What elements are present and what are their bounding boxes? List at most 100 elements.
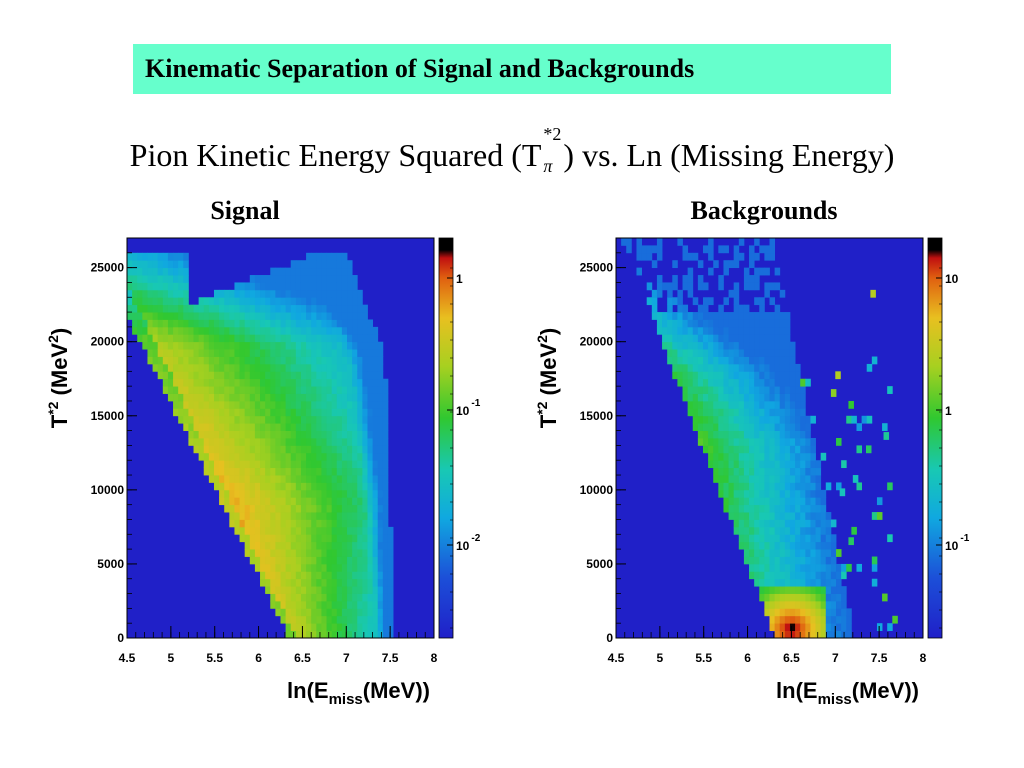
heatmap-cell [285, 319, 292, 328]
heatmap-cell [352, 312, 358, 320]
heatmap-cell [326, 452, 333, 461]
heatmap-cell [810, 445, 816, 454]
heatmap-cell [774, 475, 781, 483]
heatmap-cell [749, 460, 755, 469]
heatmap-cell [789, 356, 796, 365]
heatmap-cell [377, 349, 384, 357]
heatmap-cell [820, 608, 827, 617]
heatmap-cell [275, 408, 281, 417]
heatmap-cell [805, 519, 811, 528]
heatmap-cell [723, 467, 729, 476]
heatmap-cell [754, 400, 760, 409]
heatmap-cell [311, 556, 317, 565]
heatmap-cell [260, 408, 266, 417]
heatmap-cell [280, 289, 287, 298]
heatmap-cell [260, 393, 266, 402]
heatmap-cell [759, 467, 765, 476]
heatmap-cell [336, 393, 343, 402]
heatmap-cell [336, 415, 343, 424]
heatmap-cell [219, 386, 225, 394]
heatmap-cell [173, 334, 179, 343]
heatmap-cell [764, 467, 770, 476]
heatmap-cell [738, 526, 745, 535]
heatmap-cell [733, 297, 740, 306]
heatmap-cell [851, 526, 857, 535]
heatmap-cell [357, 371, 363, 380]
heatmap-cell [208, 452, 215, 461]
heatmap-cell [326, 267, 333, 276]
heatmap-cell [372, 556, 379, 565]
heatmap-cell [810, 438, 816, 446]
heatmap-cell [382, 623, 389, 631]
heatmap-cell [280, 319, 287, 328]
heatmap-cell [677, 378, 683, 387]
heatmap-cell [779, 393, 786, 402]
heatmap-cell [846, 623, 852, 631]
heatmap-cell [769, 475, 776, 483]
heatmap-cell [347, 349, 353, 357]
heatmap-cell [249, 445, 256, 454]
heatmap-cell [825, 512, 832, 520]
heatmap-cell [387, 615, 394, 624]
heatmap-cell [326, 378, 333, 387]
heatmap-cell [743, 452, 750, 461]
heatmap-cell [769, 497, 776, 506]
heatmap-cell [203, 386, 210, 394]
heatmap-cell [229, 415, 235, 424]
heatmap-cell [254, 415, 261, 424]
heatmap-cell [749, 341, 755, 350]
heatmap-cell [280, 489, 287, 498]
heatmap-cell [244, 504, 251, 513]
heatmap-cell [830, 541, 837, 550]
heatmap-cell [733, 260, 740, 269]
heatmap-cell [352, 615, 358, 624]
heatmap-cell [285, 408, 292, 417]
heatmap-cell [229, 304, 235, 313]
heatmap-cell [249, 460, 256, 469]
heatmap-cell [362, 356, 368, 365]
heatmap-cell [882, 593, 888, 602]
heatmap-cell [851, 415, 857, 424]
heatmap-cell [173, 400, 179, 409]
heatmap-cell [265, 563, 271, 572]
heatmap-cell [377, 475, 384, 483]
heatmap-cell [152, 297, 159, 306]
heatmap-cell [682, 312, 689, 320]
heatmap-cell [774, 549, 781, 557]
heatmap-cell [815, 460, 822, 469]
heatmap-cell [754, 460, 760, 469]
heatmap-cell [347, 341, 353, 350]
heatmap-cell [306, 356, 312, 365]
heatmap-cell [167, 356, 174, 365]
heatmap-cell [347, 563, 353, 572]
heatmap-cell [326, 400, 333, 409]
heatmap-cell [331, 363, 338, 372]
heatmap-cell [285, 297, 292, 306]
heatmap-cell [275, 519, 281, 528]
heatmap-cell [825, 563, 832, 572]
heatmap-cell [672, 341, 678, 350]
heatmap-cell [784, 430, 791, 439]
heatmap-cell [713, 445, 719, 454]
heatmap-cell [326, 445, 333, 454]
heatmap-cell [759, 297, 765, 306]
heatmap-cell [347, 482, 353, 491]
heatmap-cell [754, 415, 760, 424]
heatmap-cell [229, 467, 235, 476]
heatmap-cell [347, 549, 353, 557]
heatmap-cell [789, 393, 796, 402]
heatmap-cell [357, 534, 363, 543]
heatmap-cell [764, 526, 770, 535]
heatmap-cell [749, 363, 755, 372]
heatmap-cell [733, 289, 740, 298]
heatmap-cell [280, 326, 287, 335]
heatmap-cell [254, 386, 261, 394]
heatmap-cell [265, 489, 271, 498]
heatmap-cell [779, 549, 786, 557]
heatmap-cell [316, 504, 322, 513]
heatmap-cell [718, 386, 724, 394]
heatmap-cell [260, 541, 266, 550]
heatmap-cell [300, 600, 307, 609]
heatmap-cell [784, 319, 791, 328]
heatmap-cell [754, 541, 760, 550]
